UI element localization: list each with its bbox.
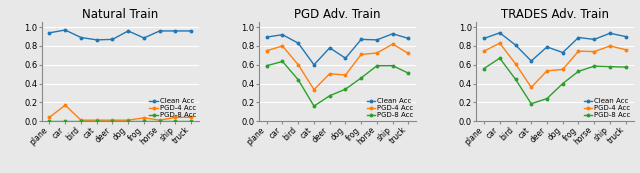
Title: TRADES Adv. Train: TRADES Adv. Train (501, 8, 609, 21)
Title: PGD Adv. Train: PGD Adv. Train (294, 8, 381, 21)
Legend: Clean Acc, PGD-4 Acc, PGD-8 Acc: Clean Acc, PGD-4 Acc, PGD-8 Acc (366, 98, 414, 119)
Legend: Clean Acc, PGD-4 Acc, PGD-8 Acc: Clean Acc, PGD-4 Acc, PGD-8 Acc (583, 98, 632, 119)
Title: Natural Train: Natural Train (82, 8, 159, 21)
Legend: Clean Acc, PGD-4 Acc, PGD-8 Acc: Clean Acc, PGD-4 Acc, PGD-8 Acc (148, 98, 197, 119)
